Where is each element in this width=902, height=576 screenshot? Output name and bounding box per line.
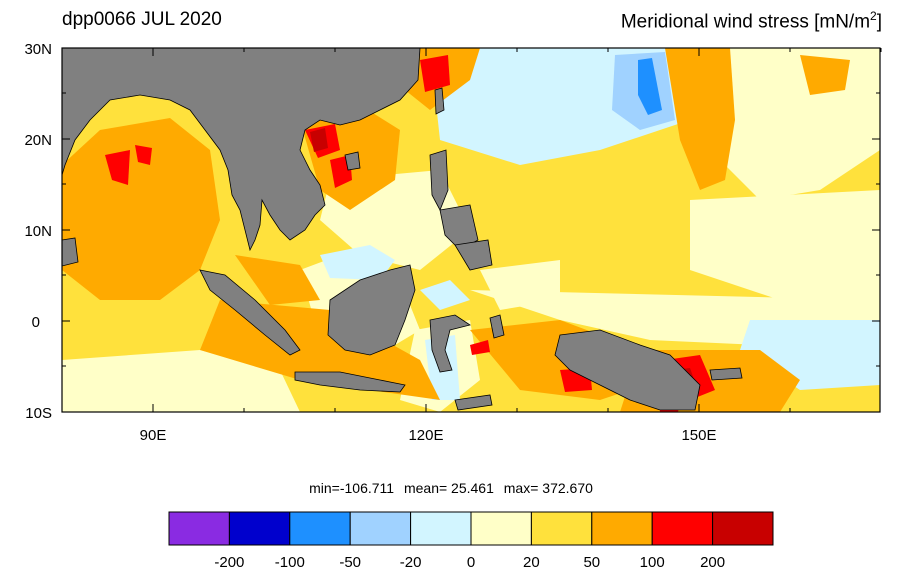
lon-label-150e: 150E	[681, 427, 716, 444]
plot-title-right: Meridional wind stress [mN/m2]	[621, 9, 882, 33]
colorbar-swatch	[410, 511, 472, 546]
colorbar-label: 20	[523, 554, 540, 571]
title-right-superscript: 2	[870, 9, 877, 23]
land-timor	[454, 394, 493, 411]
field-neg100-neg50	[638, 58, 662, 115]
colorbar-swatch	[289, 511, 351, 546]
title-right-text: Meridional wind stress [mN/m	[620, 11, 871, 33]
map-plot-area	[62, 48, 880, 412]
stat-mean: mean= 25.461	[403, 480, 494, 496]
colorbar-swatch	[168, 511, 230, 546]
land-borneo	[327, 264, 416, 356]
land-sumatra	[199, 269, 301, 356]
land-sri-lanka	[62, 237, 79, 267]
colorbar-swatch	[228, 511, 291, 546]
land-mindanao	[454, 239, 493, 271]
colorbar-label: 0	[466, 554, 476, 571]
lat-label-0: 0	[32, 314, 40, 331]
land-new-guinea	[554, 329, 701, 411]
colorbar-label: -200	[214, 554, 245, 571]
land-halmahera	[489, 314, 505, 339]
colorbar-swatch	[349, 511, 412, 546]
lat-label-10s: 10S	[25, 405, 52, 422]
lat-label-10n: 10N	[24, 223, 52, 240]
colorbar-label: -50	[339, 554, 362, 571]
title-right-bracket: ]	[876, 11, 882, 33]
stat-min: min=-106.711	[309, 480, 395, 496]
land-masses	[62, 48, 743, 411]
colorbar-swatch	[530, 511, 593, 546]
land-sulawesi	[429, 314, 471, 373]
colorbar-label: 200	[700, 554, 726, 571]
land-taiwan	[434, 87, 445, 115]
colorbar	[168, 511, 774, 546]
lat-label-20n: 20N	[24, 132, 52, 149]
plot-title-left: dpp0066 JUL 2020	[62, 9, 222, 30]
colorbar-label: -20	[399, 554, 422, 571]
lat-label-30n: 30N	[24, 41, 52, 58]
stat-max: max= 372.670	[503, 480, 593, 496]
colorbar-label: 50	[583, 554, 601, 571]
colorbar-label: -100	[274, 554, 305, 571]
land-hainan	[344, 151, 361, 171]
x-axis-ticks	[152, 48, 882, 412]
land-new-britain	[709, 367, 743, 381]
lon-label-120e: 120E	[408, 427, 443, 444]
colorbar-label: 100	[639, 554, 665, 571]
field-100-200	[105, 55, 715, 412]
lon-label-90e: 90E	[140, 427, 167, 444]
land-java	[294, 371, 406, 393]
colorbar-swatch	[591, 511, 653, 546]
y-axis-ticks	[62, 47, 880, 413]
colorbar-swatch	[470, 511, 532, 546]
land-luzon	[429, 149, 449, 211]
statistics-line: min=-106.711 mean= 25.461 max= 372.670	[0, 480, 902, 496]
colorbar-swatch	[651, 511, 714, 546]
land-asia-mainland	[62, 48, 421, 252]
colorbar-swatch	[712, 511, 774, 546]
